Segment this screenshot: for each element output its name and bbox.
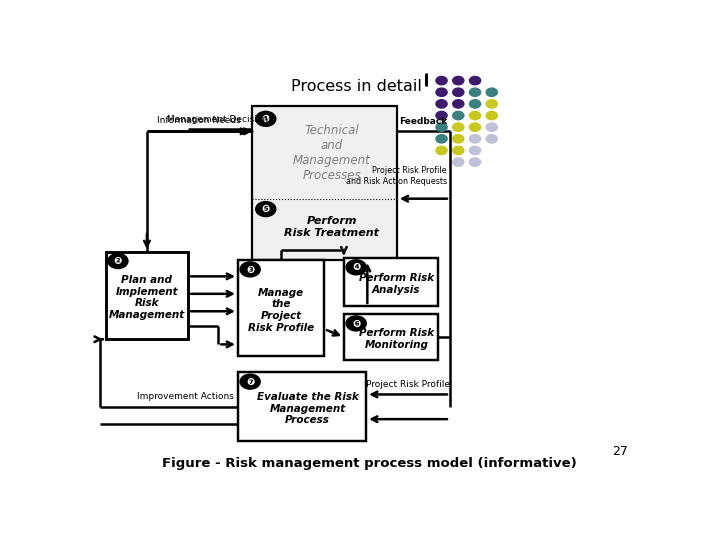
Circle shape (240, 262, 260, 277)
Circle shape (256, 111, 276, 126)
Circle shape (486, 100, 498, 108)
Bar (238, 260, 324, 356)
Circle shape (108, 254, 128, 268)
Bar (106, 252, 188, 339)
Circle shape (436, 77, 447, 85)
Circle shape (346, 316, 366, 331)
Circle shape (453, 88, 464, 97)
Text: Perform Risk
Monitoring: Perform Risk Monitoring (359, 328, 434, 350)
Text: ❸: ❸ (246, 265, 254, 274)
Text: ❻: ❻ (352, 319, 360, 328)
Bar (238, 373, 366, 441)
Text: Plan and
Implement
Risk
Management: Plan and Implement Risk Management (109, 275, 185, 320)
Bar (252, 106, 397, 260)
Circle shape (486, 111, 498, 120)
Circle shape (469, 134, 481, 143)
Circle shape (469, 158, 481, 166)
Text: Technical
and
Management
Processes: Technical and Management Processes (293, 124, 371, 181)
Text: Perform
Risk Treatment: Perform Risk Treatment (284, 216, 379, 238)
Text: ❶: ❶ (261, 114, 270, 124)
Text: ❼: ❼ (246, 376, 254, 387)
Text: ❺: ❺ (261, 204, 270, 214)
Text: Project Risk Profile
and Risk Action Requests: Project Risk Profile and Risk Action Req… (346, 166, 447, 186)
Circle shape (469, 77, 481, 85)
Circle shape (346, 260, 366, 275)
Circle shape (436, 146, 447, 154)
Text: Feedback: Feedback (400, 117, 448, 126)
Text: Information Needs: Information Needs (158, 116, 241, 125)
Text: ❷: ❷ (114, 256, 122, 266)
Circle shape (469, 88, 481, 97)
Circle shape (436, 111, 447, 120)
Circle shape (453, 146, 464, 154)
Text: Management Decisions: Management Decisions (167, 115, 273, 124)
Circle shape (469, 123, 481, 131)
Bar (344, 258, 438, 306)
Circle shape (453, 134, 464, 143)
Circle shape (453, 158, 464, 166)
Text: Process in detail: Process in detail (291, 78, 422, 93)
Circle shape (436, 100, 447, 108)
Text: Perform Risk
Analysis: Perform Risk Analysis (359, 273, 434, 295)
Circle shape (240, 374, 260, 389)
Circle shape (436, 88, 447, 97)
Text: Improvement Actions: Improvement Actions (138, 392, 234, 401)
Text: Figure - Risk management process model (informative): Figure - Risk management process model (… (161, 457, 577, 470)
Circle shape (453, 123, 464, 131)
Circle shape (453, 111, 464, 120)
Text: Manage
the
Project
Risk Profile: Manage the Project Risk Profile (248, 288, 314, 333)
Circle shape (469, 146, 481, 154)
Circle shape (469, 111, 481, 120)
Circle shape (436, 123, 447, 131)
Circle shape (486, 88, 498, 97)
Text: 27: 27 (613, 445, 629, 458)
Text: Project Risk Profile: Project Risk Profile (366, 380, 450, 389)
Circle shape (256, 201, 276, 217)
Circle shape (486, 123, 498, 131)
Circle shape (486, 134, 498, 143)
Circle shape (453, 100, 464, 108)
Bar (344, 314, 438, 360)
Text: ❹: ❹ (352, 262, 360, 272)
Text: Evaluate the Risk
Management
Process: Evaluate the Risk Management Process (257, 392, 359, 426)
Circle shape (469, 100, 481, 108)
Circle shape (453, 77, 464, 85)
Circle shape (436, 134, 447, 143)
